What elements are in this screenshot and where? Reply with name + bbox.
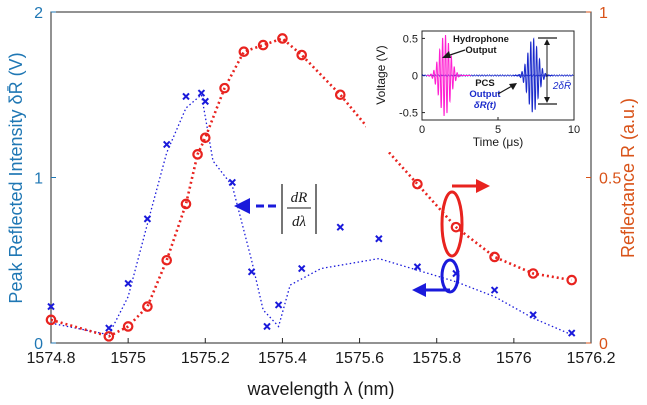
red-circle-marker bbox=[450, 221, 462, 233]
red-circle-marker bbox=[334, 89, 346, 101]
blue-x-marker bbox=[47, 302, 55, 311]
red-circle-marker bbox=[45, 314, 57, 326]
x-tick-label: 1576 bbox=[496, 350, 532, 367]
inset-waveforms bbox=[421, 35, 574, 116]
derivative-arrow-head bbox=[234, 198, 250, 214]
derivative-annotation: dR dλ bbox=[234, 184, 317, 234]
inset-x-tick-label: 0 bbox=[419, 124, 425, 136]
pcs-label-line2: Output bbox=[469, 89, 501, 100]
y-left-tick-label: 2 bbox=[34, 5, 43, 22]
blue-x-marker bbox=[124, 279, 132, 288]
y-left-tick-label: 0 bbox=[34, 336, 43, 353]
red-indicator-arrow-head bbox=[476, 179, 490, 193]
amplitude-label: 2δR̄ bbox=[552, 79, 571, 92]
inset-ticks: 0 5 100.50-0.5 bbox=[399, 33, 580, 136]
inset-chart: 0 5 100.50-0.5 Time (μs) Voltage (V) Hydro… bbox=[366, 22, 587, 152]
pcs-pointer-line bbox=[497, 85, 513, 95]
red-circle-marker bbox=[489, 251, 500, 263]
blue-x-marker bbox=[263, 322, 271, 331]
x-axis-title: wavelength λ (nm) bbox=[246, 379, 394, 399]
y-left-axis-title: Peak Reflected Intensity δR̄ (V) bbox=[6, 52, 26, 303]
right-axis-indicator bbox=[440, 179, 490, 258]
y-left-axis-ticks: 0 1 2 bbox=[34, 5, 56, 353]
blue-x-marker bbox=[143, 215, 152, 223]
inset-baseline bbox=[421, 74, 574, 77]
hydrophone-label-line2: Output bbox=[465, 45, 497, 56]
red-circle-marker bbox=[527, 268, 539, 279]
blue-x-marker bbox=[413, 263, 422, 271]
x-tick-label: 1575.4 bbox=[258, 350, 307, 367]
red-circle-marker bbox=[277, 33, 288, 44]
red-circle-marker bbox=[219, 82, 230, 94]
blue-x-marker bbox=[247, 268, 256, 276]
derivative-numerator: dR bbox=[291, 190, 308, 206]
inset-y-tick-label: 0.5 bbox=[403, 33, 418, 45]
blue-x-marker bbox=[105, 324, 113, 332]
y-right-axis-ticks: 00.51 bbox=[586, 5, 621, 353]
hydrophone-waveform bbox=[426, 35, 471, 116]
x-tick-label: 1576.2 bbox=[567, 350, 616, 367]
y-right-tick-label: 0.5 bbox=[599, 171, 621, 188]
series-layer bbox=[45, 33, 578, 342]
blue-x-marker bbox=[375, 235, 383, 243]
inset-y-tick-label: -0.5 bbox=[399, 108, 418, 120]
left-axis-indicator bbox=[412, 258, 460, 297]
blue-x-marker bbox=[274, 301, 283, 309]
pcs-label-line3: δR(t) bbox=[474, 100, 496, 111]
x-tick-label: 1575 bbox=[110, 350, 146, 367]
red-circle-marker bbox=[122, 321, 134, 332]
red-circle-marker bbox=[142, 301, 153, 312]
blue-indicator-arrow-head bbox=[412, 283, 426, 297]
red-circle-marker bbox=[566, 274, 578, 286]
pcs-waveform bbox=[513, 37, 553, 113]
blue-x-marker bbox=[228, 178, 236, 187]
blue-x-marker bbox=[568, 329, 576, 337]
y-left-tick-label: 1 bbox=[34, 171, 43, 188]
y-right-tick-label: 0 bbox=[599, 336, 608, 353]
red-circle-marker bbox=[412, 178, 423, 190]
pcs-pointer-head bbox=[509, 83, 517, 90]
inset-y-tick-label: 0 bbox=[412, 71, 418, 83]
blue-x-marker bbox=[163, 140, 171, 149]
red-circle-marker bbox=[257, 39, 269, 51]
pcs-label-line1: PCS bbox=[475, 78, 495, 89]
inset-background bbox=[366, 22, 587, 152]
blue-x-marker bbox=[298, 264, 306, 273]
blue-x-marker bbox=[490, 286, 499, 294]
x-axis-ticks: 1574.8 1575 1575.2 1575.4 1575.6 1575.8 1576 15… bbox=[27, 338, 616, 367]
hydrophone-label-line1: Hydrophone bbox=[453, 34, 509, 45]
x-tick-label: 1574.8 bbox=[27, 350, 76, 367]
red-indicator-ellipse bbox=[440, 190, 464, 258]
red-circle-marker bbox=[199, 132, 211, 144]
y-right-axis-title: Reflectance R (a.u.) bbox=[618, 98, 638, 258]
amplitude-arrow-up bbox=[544, 39, 550, 45]
red-circle-marker bbox=[161, 254, 173, 266]
y-right-tick-label: 1 bbox=[599, 5, 608, 22]
blue-x-marker bbox=[336, 223, 344, 231]
red-circle-marker bbox=[238, 46, 250, 58]
x-tick-label: 1575.6 bbox=[335, 350, 384, 367]
red-reflectance-line bbox=[50, 37, 572, 338]
hydrophone-pointer-head bbox=[442, 51, 451, 58]
blue-x-marker bbox=[197, 89, 206, 97]
x-tick-label: 1575.8 bbox=[412, 350, 461, 367]
inset-x-axis-title: Time (μs) bbox=[473, 135, 523, 149]
amplitude-arrow-down bbox=[544, 97, 550, 103]
blue-x-marker bbox=[529, 311, 537, 319]
blue-indicator-ellipse bbox=[440, 258, 460, 294]
blue-x-marker bbox=[182, 92, 190, 101]
blue-fit-line bbox=[50, 93, 572, 336]
red-circle-marker bbox=[296, 49, 308, 61]
blue-x-marker bbox=[201, 97, 209, 106]
x-tick-label: 1575.2 bbox=[181, 350, 230, 367]
red-circle-marker bbox=[103, 331, 115, 342]
inset-x-tick-label: 10 bbox=[568, 124, 580, 136]
red-circle-marker bbox=[192, 149, 203, 160]
red-circle-marker bbox=[180, 198, 192, 210]
derivative-denominator: dλ bbox=[292, 214, 307, 230]
inset-x-tick-label: 5 bbox=[495, 124, 501, 136]
inset-y-axis-title: Voltage (V) bbox=[374, 45, 388, 104]
